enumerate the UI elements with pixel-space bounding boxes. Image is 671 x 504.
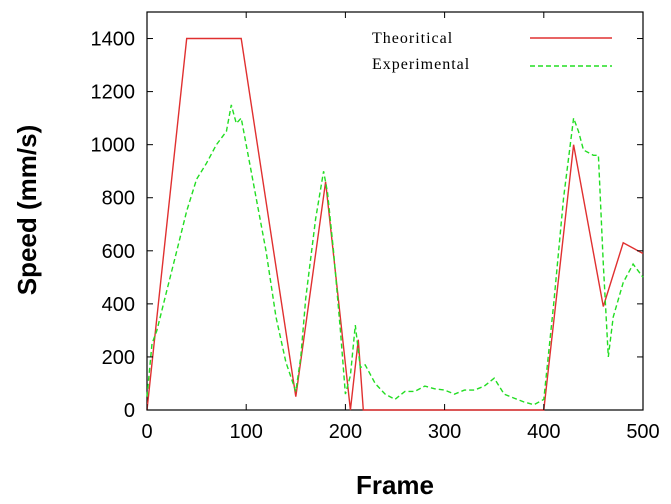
legend-label-theoritical: Theoritical (372, 30, 453, 47)
legend: Theoritical Experimental (372, 30, 612, 73)
y-tick-label: 800 (102, 188, 135, 210)
series-layer (146, 37, 644, 411)
legend-label-experimental: Experimental (372, 56, 470, 73)
x-axis-title: Frame (356, 470, 434, 500)
y-axis-title: Speed (mm/s) (12, 125, 42, 296)
y-tick-label: 600 (102, 241, 135, 263)
y-tick-label: 0 (124, 400, 135, 422)
y-tick-layer: 0 200 400 600 800 1000 1200 1400 (91, 29, 643, 422)
x-tick-layer: 0 100 200 300 400 500 (141, 12, 660, 443)
x-tick-label: 100 (230, 421, 263, 443)
x-tick-label: 400 (527, 421, 560, 443)
x-tick-label: 0 (141, 421, 152, 443)
y-tick-label: 1000 (91, 135, 136, 157)
y-tick-label: 200 (102, 347, 135, 369)
x-tick-label: 500 (626, 421, 659, 443)
x-tick-label: 300 (428, 421, 461, 443)
series-line-experimental (146, 104, 644, 406)
y-tick-label: 1400 (91, 29, 136, 51)
y-tick-label: 400 (102, 294, 135, 316)
y-tick-label: 1200 (91, 82, 136, 104)
x-tick-label: 200 (329, 421, 362, 443)
series-line-theoritical (146, 37, 644, 411)
